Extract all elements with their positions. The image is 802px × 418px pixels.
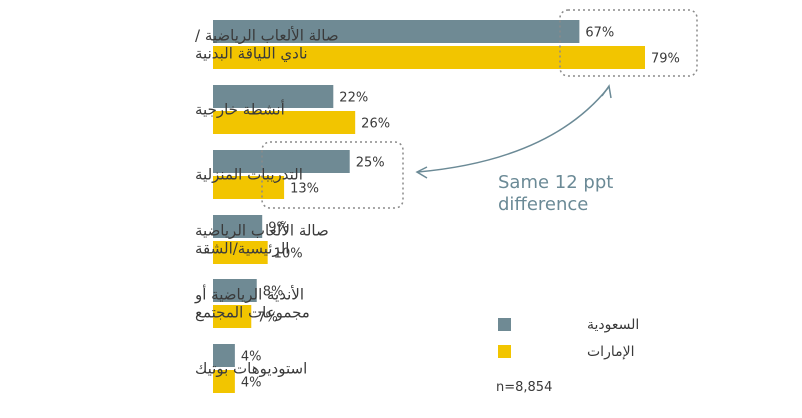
value-label-uae-3: 10% xyxy=(274,247,303,262)
value-label-saudi-2: 25% xyxy=(356,156,385,171)
value-label-saudi-1: 22% xyxy=(339,91,368,106)
value-label-uae-5: 4% xyxy=(241,376,262,391)
annotation-arrow xyxy=(417,87,609,173)
value-label-uae-1: 26% xyxy=(361,117,390,132)
annotation-box-top xyxy=(559,9,698,77)
bar-saudi-4 xyxy=(213,279,257,302)
bar-uae-2 xyxy=(213,176,285,199)
bar-saudi-1 xyxy=(213,85,334,108)
sample-size-note: n=8,854 xyxy=(496,380,552,395)
value-label-saudi-4: 8% xyxy=(263,285,284,300)
legend: السعودية الإمارات xyxy=(498,317,639,360)
annotation-text-line2: difference xyxy=(498,194,588,215)
bar-uae-4 xyxy=(213,305,252,328)
category-labels: صالة الألعاب الرياضية /نادي اللياقة البد… xyxy=(194,26,339,378)
legend-swatch-saudi xyxy=(498,318,511,331)
category-label-2-line0: التدريبات المنزلية xyxy=(195,166,303,184)
bar-uae-3 xyxy=(213,241,268,264)
legend-label-uae: الإمارات xyxy=(587,344,634,360)
annotation-text-line1: Same 12 ppt xyxy=(498,172,613,193)
category-label-4-line0: الأندية الرياضية أو xyxy=(194,285,304,304)
value-label-uae-2: 13% xyxy=(290,182,319,197)
category-label-5-line0: استوديوهات بوتيك xyxy=(195,360,307,378)
bar-uae-0 xyxy=(213,46,645,69)
value-label-saudi-5: 4% xyxy=(241,350,262,365)
category-label-1-line0: أنشطة خارجية xyxy=(195,100,285,119)
category-label-0-line0: صالة الألعاب الرياضية / xyxy=(195,26,339,45)
bar-saudi-3 xyxy=(213,215,263,238)
value-label-saudi-0: 67% xyxy=(585,26,614,41)
bar-uae-5 xyxy=(213,370,235,393)
annotation-arrowhead-bottom xyxy=(415,166,428,179)
category-label-4-line1: مجموعات المجتمع xyxy=(195,304,310,322)
value-label-uae-0: 79% xyxy=(651,52,680,67)
bars-layer: 67% 79% 22% 26% 25% 13% 9% 10% 8% 7% 4% 4% xyxy=(213,20,680,393)
bar-saudi-2 xyxy=(213,150,350,173)
category-label-0-line1: نادي اللياقة البدنية xyxy=(195,45,308,64)
annotation-arrowhead-top xyxy=(601,84,612,99)
bar-uae-1 xyxy=(213,111,356,134)
bar-saudi-5 xyxy=(213,344,235,367)
value-label-saudi-3: 9% xyxy=(268,221,289,236)
category-label-3-line0: صالة الألعاب الرياضية xyxy=(195,221,329,240)
legend-label-saudi: السعودية xyxy=(587,317,639,333)
value-label-uae-4: 7% xyxy=(257,311,278,326)
bar-saudi-0 xyxy=(213,20,580,43)
annotation-group: Same 12 ppt difference xyxy=(261,9,698,215)
legend-swatch-uae xyxy=(498,345,511,358)
category-label-3-line1: الرئيسية/الشقة xyxy=(195,240,289,258)
